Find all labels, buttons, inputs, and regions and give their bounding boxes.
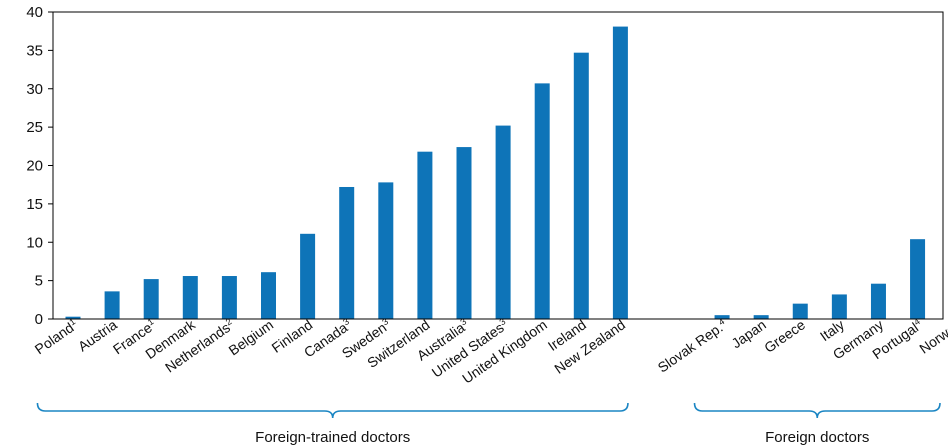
bar xyxy=(261,272,276,319)
category-footnote-mark: 2 xyxy=(224,316,234,327)
y-tick-label: 35 xyxy=(26,42,43,59)
category-footnote-mark: 4 xyxy=(716,316,726,327)
category-footnote-mark: 1 xyxy=(146,316,156,327)
y-tick-label: 5 xyxy=(35,273,43,290)
bar xyxy=(831,294,847,319)
bar xyxy=(792,303,808,319)
bar xyxy=(417,151,433,319)
x-axis-labels: Poland1AustriaFrance1DenmarkNetherlands2… xyxy=(32,316,948,387)
x-category-label: Norway xyxy=(916,316,948,356)
bar xyxy=(910,239,926,319)
group-label: Foreign-trained doctors xyxy=(255,429,410,446)
bar xyxy=(65,316,81,319)
x-category-label: Greece xyxy=(761,316,808,356)
bar xyxy=(378,182,394,319)
bar xyxy=(612,26,628,320)
category-name: Belgium xyxy=(226,316,277,358)
category-footnote-mark: 3 xyxy=(458,316,468,327)
group-braces: Foreign-trained doctors Foreign doctors xyxy=(36,402,941,446)
bar xyxy=(300,233,316,319)
y-axis-ticks: 0 5 10 15 20 25 30 35 40 xyxy=(26,4,53,328)
category-footnote-mark: 1 xyxy=(67,316,77,327)
bar xyxy=(534,83,550,319)
category-name: Norway xyxy=(916,316,948,356)
bar xyxy=(182,276,198,319)
group-brace xyxy=(693,402,941,419)
category-footnote-mark: 3 xyxy=(341,316,351,327)
y-tick-label: 10 xyxy=(26,234,43,251)
category-name: Slovak Rep. xyxy=(655,319,726,375)
y-tick-label: 40 xyxy=(26,4,43,21)
bar xyxy=(753,315,769,319)
bar xyxy=(456,147,472,319)
group-label: Foreign doctors xyxy=(765,429,869,446)
y-tick-label: 0 xyxy=(35,311,43,328)
category-name: Greece xyxy=(761,316,808,356)
bar xyxy=(714,315,730,319)
category-footnote-mark: 4 xyxy=(912,316,922,327)
bar xyxy=(221,276,237,319)
x-category-label: Belgium xyxy=(226,316,277,358)
bar xyxy=(143,279,159,319)
bars xyxy=(65,26,926,320)
bar xyxy=(495,125,511,319)
bar xyxy=(339,186,355,319)
y-tick-label: 25 xyxy=(26,119,43,136)
bar xyxy=(104,291,120,319)
bar xyxy=(870,283,886,319)
bar xyxy=(573,52,589,320)
y-tick-label: 30 xyxy=(26,81,43,98)
y-tick-label: 20 xyxy=(26,158,43,175)
category-footnote-mark: 3 xyxy=(380,316,390,327)
y-tick-label: 15 xyxy=(26,196,43,213)
x-category-label: Slovak Rep.4 xyxy=(655,316,730,375)
category-footnote-mark: 3 xyxy=(498,316,508,327)
group-brace xyxy=(36,402,629,419)
